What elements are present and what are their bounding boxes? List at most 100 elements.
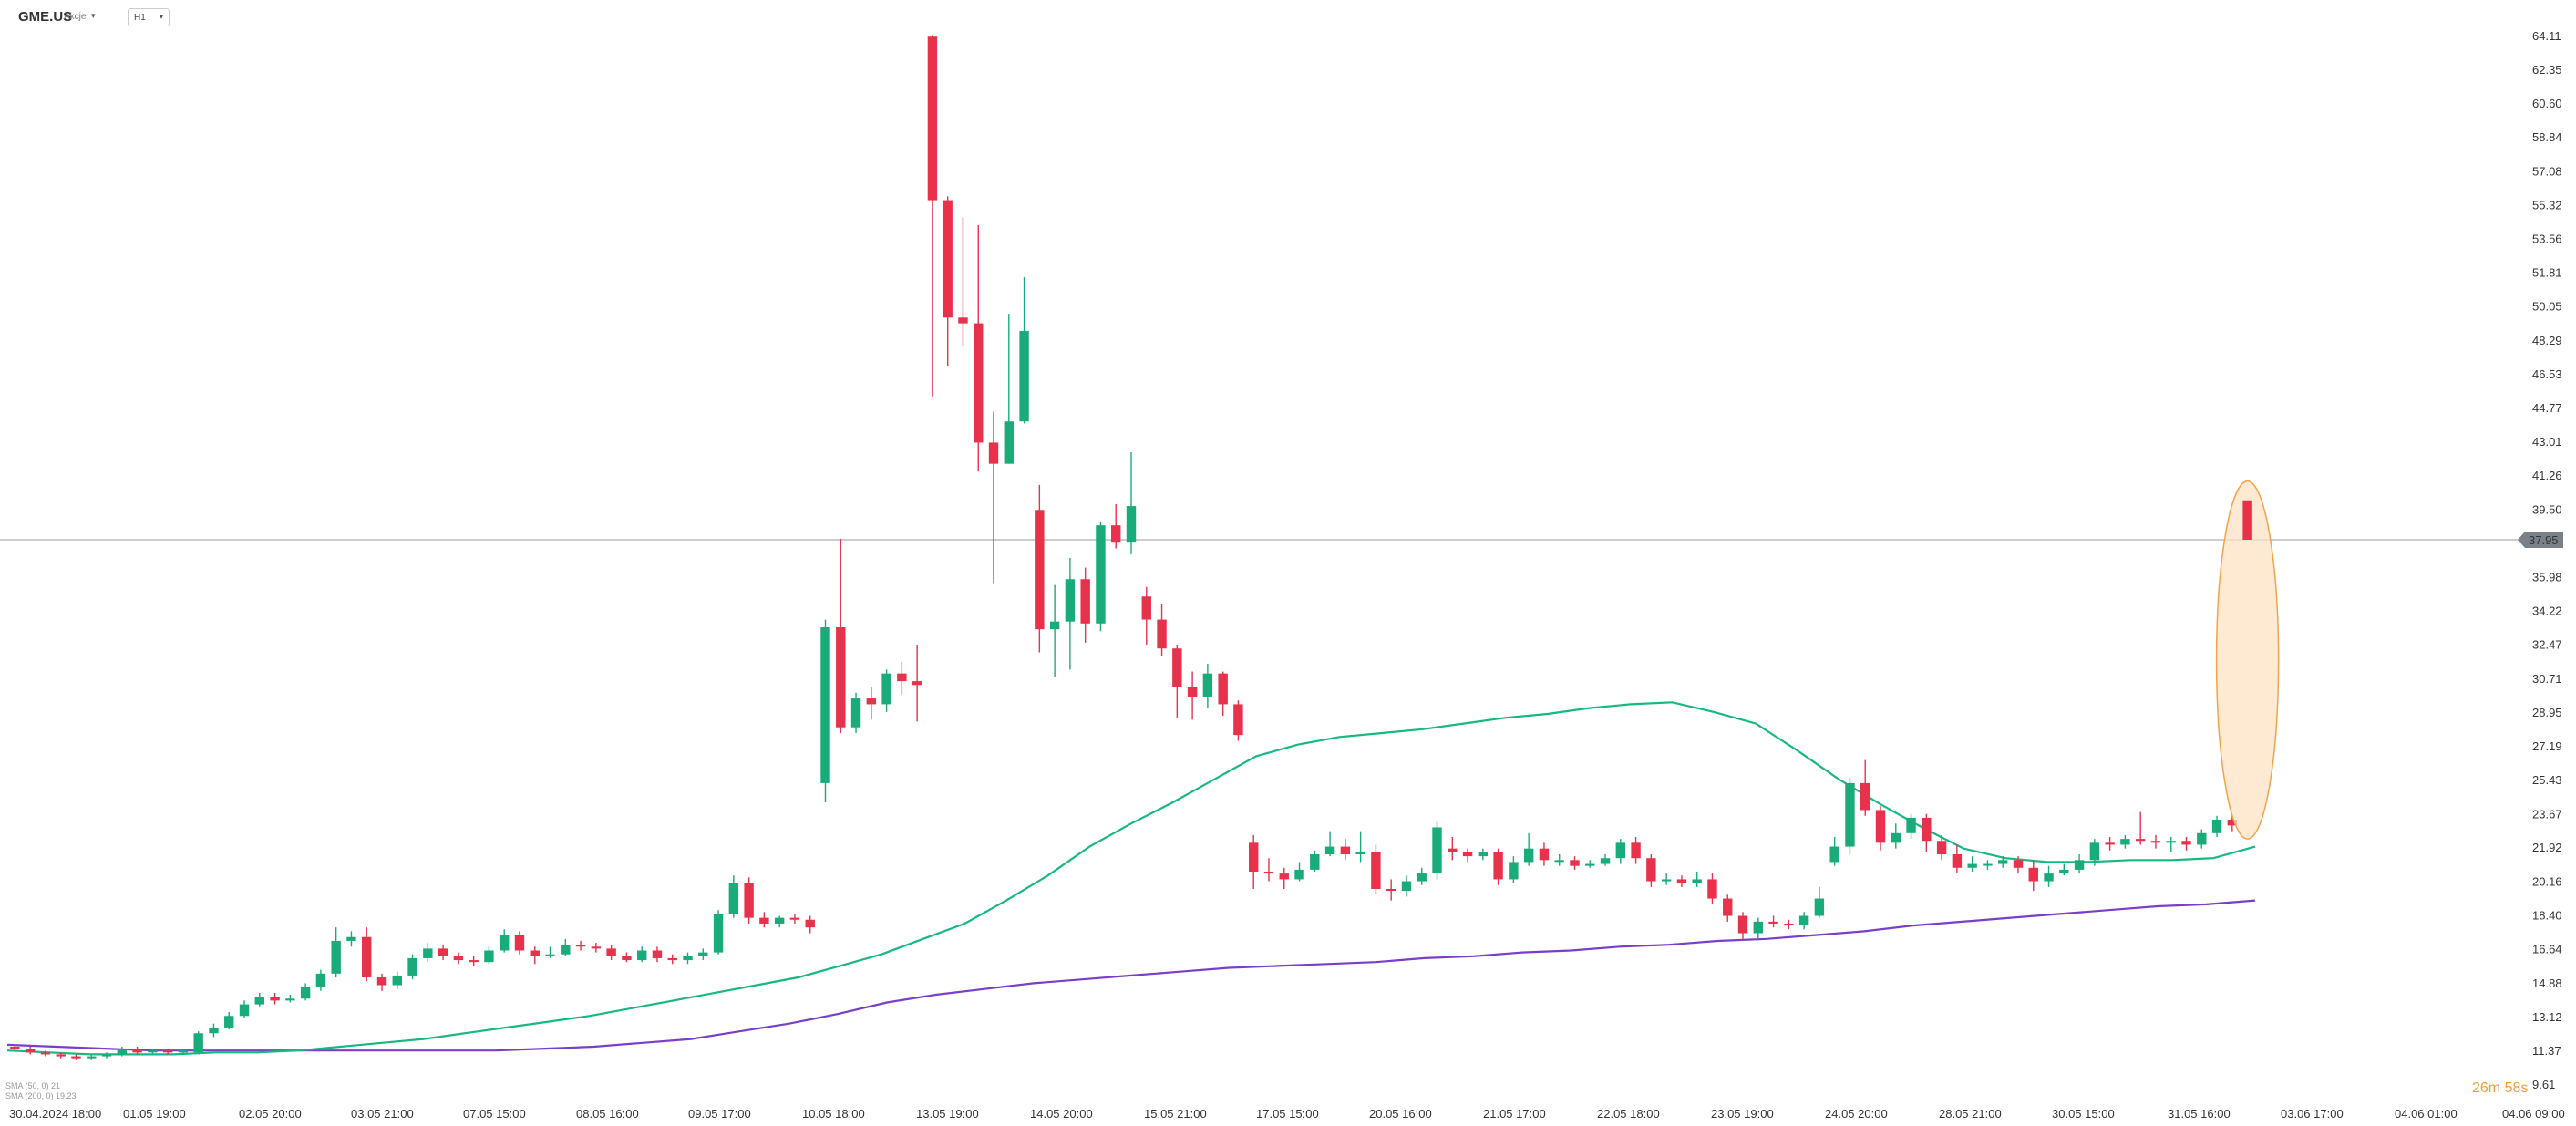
candle <box>1478 848 1489 861</box>
sma-200-line <box>6 899 2256 1052</box>
candle-body <box>1753 921 1763 934</box>
candle-body <box>1172 648 1182 687</box>
candle-body <box>789 917 800 920</box>
candle-body <box>881 673 891 705</box>
candle-body <box>575 945 586 947</box>
y-tick-label: 9.61 <box>2532 1078 2555 1091</box>
candle-body <box>40 1052 51 1055</box>
candle-body <box>1004 421 1014 464</box>
candle <box>1187 671 1198 720</box>
candle <box>2105 837 2115 851</box>
x-tick-label: 08.05 16:00 <box>576 1107 639 1121</box>
symbol-dropdown-icon[interactable]: ▾ <box>91 11 96 20</box>
candle <box>2197 829 2207 849</box>
candle-body <box>1998 860 2008 864</box>
candle <box>1263 858 1274 882</box>
candle <box>331 927 341 978</box>
candle <box>805 915 815 934</box>
candle-body <box>1401 881 1412 892</box>
candle-body <box>2135 839 2146 842</box>
y-tick-label: 25.43 <box>2532 773 2562 787</box>
candle-last <box>2242 500 2252 540</box>
candle-body <box>1814 898 1825 916</box>
candle <box>1922 813 1932 852</box>
candle <box>376 973 387 991</box>
y-tick-label: 14.88 <box>2532 976 2562 990</box>
candle <box>193 1031 203 1055</box>
y-tick-label: 34.22 <box>2532 604 2562 618</box>
candle <box>850 692 861 734</box>
candle <box>1983 860 1993 870</box>
candle <box>683 952 693 965</box>
candle-body <box>1860 782 1870 811</box>
legend-sma-50[interactable]: SMA (50, 0) 21 <box>5 1081 61 1090</box>
candle-body <box>530 950 540 956</box>
indicator-legend: SMA (50, 0) 21 SMA (200, 0) 19.23 <box>5 1081 77 1101</box>
candle-body <box>331 940 341 974</box>
candle-body <box>407 957 417 976</box>
x-tick-label: 30.05 15:00 <box>2052 1107 2115 1121</box>
candle-body <box>1141 596 1151 620</box>
candle <box>1126 451 1137 554</box>
candle <box>254 992 264 1007</box>
candle-body <box>254 997 264 1005</box>
chevron-down-icon: ▾ <box>159 13 163 21</box>
sma-200-path <box>6 899 2256 1052</box>
candle <box>1417 867 1427 885</box>
candle <box>1539 842 1550 866</box>
y-tick-label: 48.29 <box>2532 334 2562 347</box>
candle <box>1462 848 1473 863</box>
candle-body <box>1570 860 1580 866</box>
candle-body <box>162 1050 173 1053</box>
candle <box>1676 875 1687 887</box>
candle-body <box>132 1049 142 1053</box>
candle-countdown: 26m 58s <box>2472 1080 2529 1096</box>
candle <box>1004 314 1014 464</box>
candle <box>774 915 785 928</box>
candle-body <box>1615 842 1626 859</box>
y-tick-label: 16.64 <box>2532 943 2562 956</box>
candle-body <box>1737 915 1748 934</box>
candle <box>1386 879 1396 901</box>
y-tick-label: 21.92 <box>2532 841 2562 854</box>
candle-body <box>1539 848 1550 861</box>
candle <box>789 914 800 924</box>
candle-body <box>1263 871 1274 874</box>
candle <box>1570 856 1580 870</box>
candle <box>453 952 464 965</box>
y-tick-label: 23.67 <box>2532 807 2562 821</box>
candle-body <box>1417 873 1427 882</box>
candle <box>2211 815 2222 838</box>
candle-body <box>1784 923 1794 926</box>
candle <box>2135 811 2146 845</box>
x-tick-label: 07.05 15:00 <box>463 1107 526 1121</box>
candle-body <box>71 1056 81 1059</box>
symbol-name[interactable]: GME.US <box>18 9 73 25</box>
y-tick-label: 39.50 <box>2532 502 2562 516</box>
candle <box>667 954 677 965</box>
timeframe-select[interactable]: H1 ▾ <box>128 8 170 26</box>
x-tick-label: 21.05 17:00 <box>1483 1107 1546 1121</box>
candle-body <box>101 1054 112 1057</box>
candle <box>1279 867 1289 889</box>
y-tick-label: 46.53 <box>2532 367 2562 381</box>
timeframe-value: H1 <box>134 13 146 23</box>
legend-sma-200[interactable]: SMA (200, 0) 19.23 <box>5 1091 77 1100</box>
candle-body <box>1493 852 1503 880</box>
candle <box>1661 873 1672 885</box>
candle-body <box>974 323 984 443</box>
candle-body <box>423 948 433 958</box>
candle <box>1829 837 1839 866</box>
sma-50-line <box>6 701 2256 1056</box>
candle-body <box>1768 921 1778 924</box>
y-tick-label: 51.81 <box>2532 266 2562 280</box>
candle-body <box>1891 832 1901 843</box>
candle <box>1998 856 2008 868</box>
x-tick-label: 23.05 19:00 <box>1711 1107 1774 1121</box>
y-tick-label: 13.12 <box>2532 1010 2562 1024</box>
candle-body <box>636 950 647 961</box>
candle <box>132 1047 142 1055</box>
candle-body <box>392 975 402 986</box>
candle-body <box>2105 842 2115 845</box>
